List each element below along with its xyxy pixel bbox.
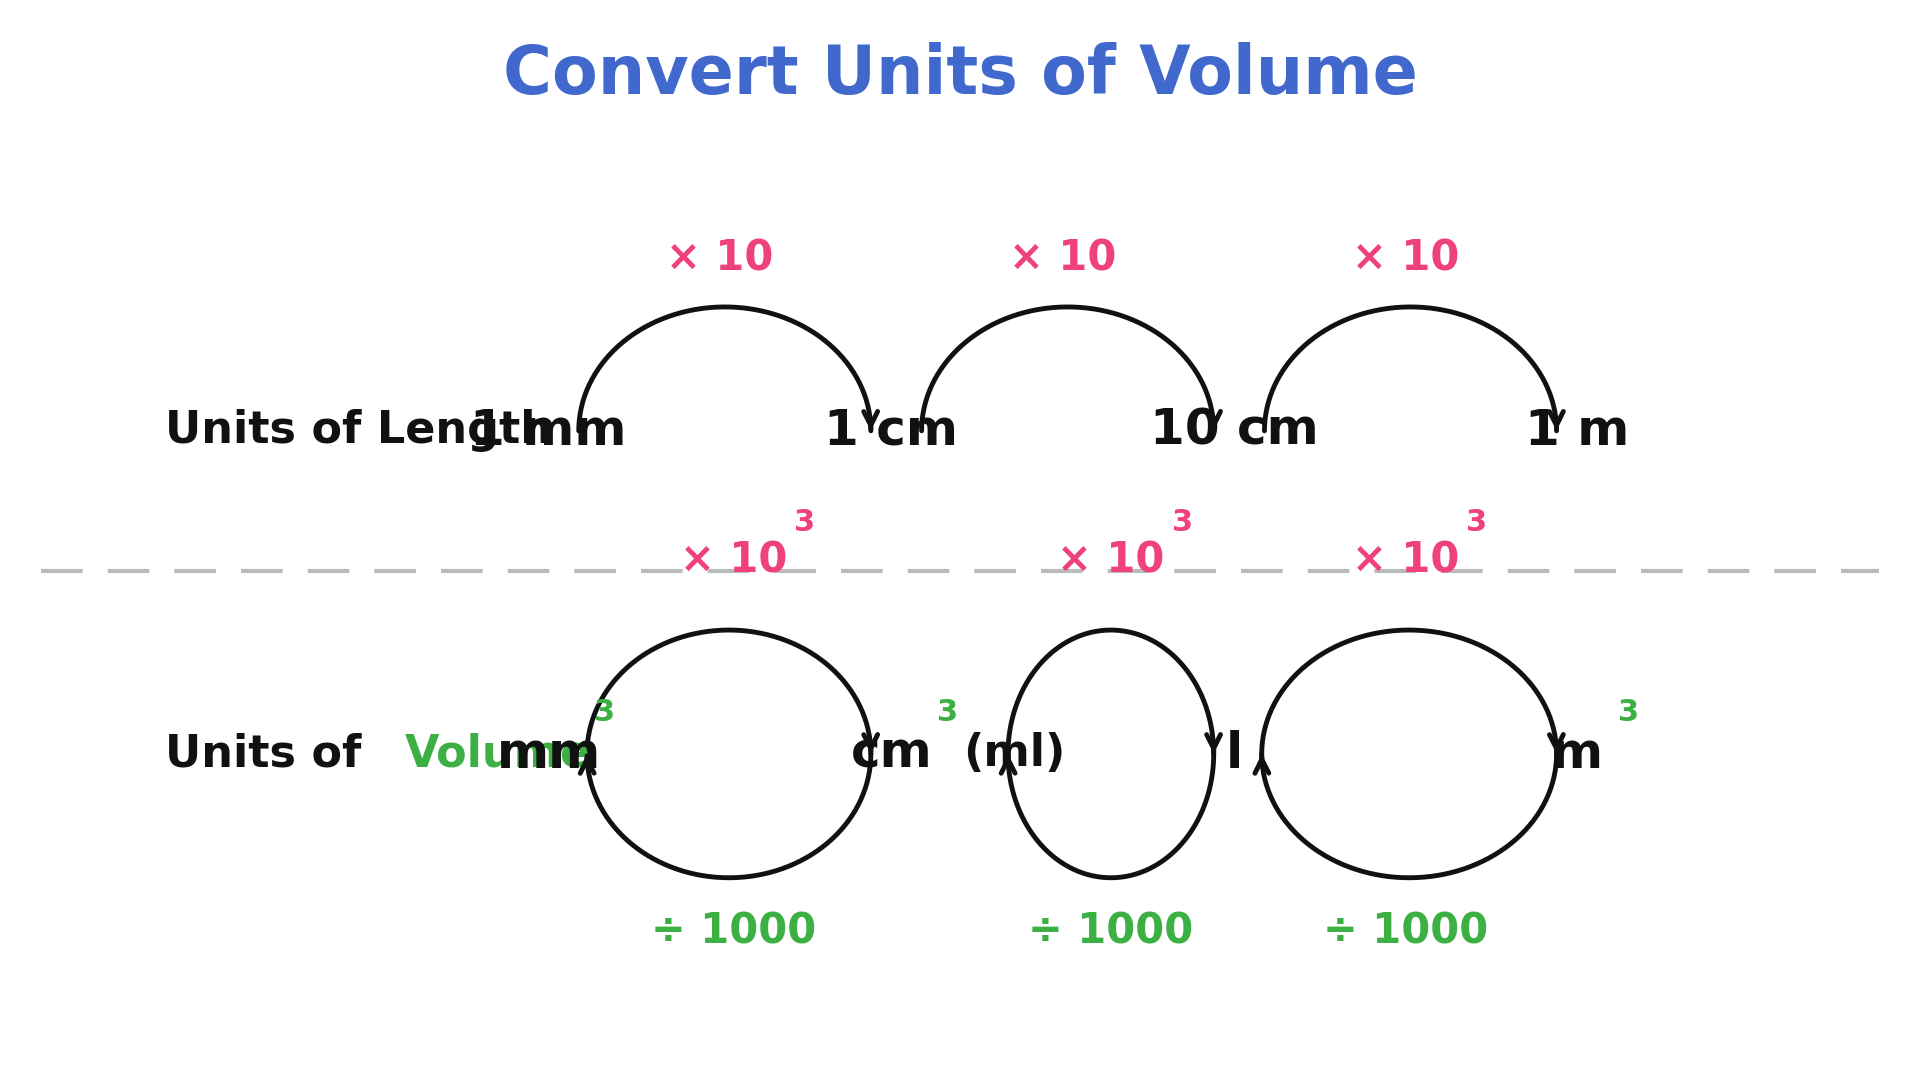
Text: × 10: × 10 bbox=[680, 540, 787, 581]
Text: Units of: Units of bbox=[165, 732, 376, 775]
Text: × 10: × 10 bbox=[1352, 540, 1459, 581]
Text: Convert Units of Volume: Convert Units of Volume bbox=[503, 42, 1417, 109]
Text: 3: 3 bbox=[1467, 508, 1488, 536]
Text: ÷ 1000: ÷ 1000 bbox=[1323, 911, 1488, 952]
Text: 3: 3 bbox=[1619, 699, 1640, 727]
Text: 3: 3 bbox=[593, 699, 614, 727]
Text: cm: cm bbox=[851, 730, 933, 778]
Text: (ml): (ml) bbox=[962, 732, 1066, 775]
Text: 10 cm: 10 cm bbox=[1150, 407, 1319, 454]
Text: l: l bbox=[1225, 730, 1242, 778]
Text: ÷ 1000: ÷ 1000 bbox=[1029, 911, 1194, 952]
Text: 3: 3 bbox=[795, 508, 816, 536]
Text: mm: mm bbox=[497, 730, 601, 778]
Text: × 10: × 10 bbox=[1010, 238, 1117, 279]
Text: ÷ 1000: ÷ 1000 bbox=[651, 911, 816, 952]
Text: 3: 3 bbox=[937, 699, 958, 727]
Text: × 10: × 10 bbox=[1352, 238, 1459, 279]
Text: × 10: × 10 bbox=[1058, 540, 1165, 581]
Text: m: m bbox=[1551, 730, 1603, 778]
Text: Volume: Volume bbox=[405, 732, 591, 775]
Text: 1 cm: 1 cm bbox=[824, 407, 958, 454]
Text: Units of Length: Units of Length bbox=[165, 409, 551, 452]
Text: 1 m: 1 m bbox=[1524, 407, 1630, 454]
Text: 1 mm: 1 mm bbox=[470, 407, 626, 454]
Text: 3: 3 bbox=[1171, 508, 1192, 536]
Text: × 10: × 10 bbox=[666, 238, 774, 279]
